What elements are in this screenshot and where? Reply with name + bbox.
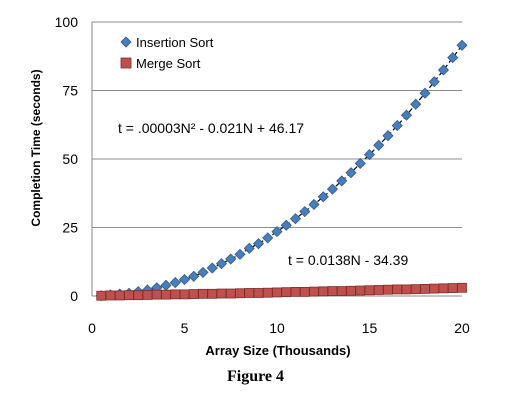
merge-sort-point bbox=[235, 288, 245, 299]
merge-sort-point bbox=[299, 286, 310, 297]
y-tick-label: 100 bbox=[55, 14, 79, 30]
merge-sort-point bbox=[124, 290, 134, 301]
insertion-sort-point bbox=[206, 262, 218, 274]
insertion-sort-point bbox=[428, 76, 440, 88]
merge-sort-point bbox=[262, 287, 273, 298]
merge-sort-point bbox=[151, 289, 162, 300]
insertion-sort-point bbox=[262, 232, 274, 244]
insertion-sort-point bbox=[308, 198, 320, 211]
merge-sort-point bbox=[96, 290, 107, 301]
merge-sort-point bbox=[114, 290, 125, 301]
x-tick-label: 0 bbox=[88, 320, 96, 336]
insertion-sort-point bbox=[336, 175, 348, 187]
insertion-sort-point bbox=[243, 242, 255, 254]
y-tick-labels: 0 25 50 75 100 bbox=[55, 14, 79, 304]
merge-sort-point bbox=[364, 285, 375, 296]
merge-sort-point bbox=[327, 286, 338, 296]
y-tick-label: 50 bbox=[62, 151, 78, 167]
insertion-sort-point bbox=[280, 219, 292, 231]
merge-sort-point bbox=[429, 283, 440, 294]
insertion-sort-point bbox=[400, 109, 413, 121]
legend-label-merge: Merge Sort bbox=[136, 56, 201, 71]
merge-sort-point bbox=[447, 283, 458, 293]
insertion-sort-point bbox=[299, 206, 311, 218]
insertion-sort-point bbox=[271, 226, 283, 238]
insertion-sort-point bbox=[197, 266, 209, 279]
legend-marker-insertion bbox=[120, 36, 132, 48]
merge-sort-point bbox=[457, 282, 467, 293]
trendline-insertion bbox=[101, 44, 463, 297]
merge-sort-point bbox=[207, 288, 218, 299]
merge-sort-point bbox=[290, 286, 301, 297]
insertion-sort-point bbox=[373, 139, 385, 151]
merge-sort-point bbox=[170, 289, 181, 300]
insertion-sort-point bbox=[326, 183, 339, 195]
insertion-sort-point bbox=[419, 87, 431, 99]
merge-sort-point bbox=[253, 288, 264, 298]
merge-sort-point bbox=[438, 283, 449, 294]
insertion-sort-point bbox=[225, 253, 237, 265]
insertion-sort-point bbox=[289, 213, 302, 225]
x-axis-label: Array Size (Thousands) bbox=[205, 343, 350, 358]
insertion-sort-point bbox=[345, 167, 357, 179]
x-tick-label: 5 bbox=[181, 320, 189, 336]
legend: Insertion Sort Merge Sort bbox=[120, 35, 214, 71]
merge-sort-point bbox=[336, 286, 347, 296]
merge-sort-point bbox=[383, 284, 393, 295]
merge-sort-point bbox=[188, 289, 199, 299]
legend-marker-merge bbox=[120, 57, 132, 69]
insertion-sort-point bbox=[317, 191, 329, 203]
merge-sort-point bbox=[309, 286, 319, 297]
insertion-sort-point bbox=[382, 130, 394, 142]
y-tick-label: 75 bbox=[62, 83, 78, 99]
insertion-sort-point bbox=[234, 248, 246, 260]
y-tick-label: 25 bbox=[62, 220, 78, 236]
chart-background bbox=[0, 0, 511, 365]
x-tick-label: 15 bbox=[362, 320, 378, 336]
merge-sort-point bbox=[392, 284, 403, 295]
insertion-sort-point bbox=[178, 273, 191, 286]
x-tick-labels: 0 5 10 15 20 bbox=[88, 320, 470, 336]
insertion-sort-point bbox=[215, 258, 228, 270]
merge-sort-point bbox=[410, 284, 421, 295]
merge-sort-point bbox=[142, 290, 153, 300]
insertion-sort-point bbox=[363, 149, 376, 161]
merge-sort-point bbox=[355, 285, 366, 296]
x-tick-label: 10 bbox=[269, 320, 285, 336]
insertion-sort-point bbox=[252, 238, 265, 250]
trendline-label-insertion: t = .00003N² - 0.021N + 46.17 bbox=[118, 120, 304, 136]
merge-sort-point bbox=[161, 289, 171, 300]
merge-sort-point bbox=[281, 287, 292, 298]
insertion-sort-point bbox=[437, 64, 450, 76]
merge-sort-point bbox=[198, 288, 208, 299]
merge-sort-point bbox=[133, 290, 144, 301]
merge-sort-point bbox=[105, 290, 116, 301]
merge-sort-point bbox=[401, 284, 412, 295]
insertion-sort-point bbox=[188, 270, 200, 282]
merge-sort-point bbox=[225, 288, 236, 299]
insertion-sort-point bbox=[391, 120, 403, 132]
merge-sort-point bbox=[179, 289, 190, 300]
insertion-sort-point bbox=[456, 39, 468, 51]
legend-label-insertion: Insertion Sort bbox=[136, 35, 214, 50]
insertion-sort-point bbox=[169, 277, 181, 289]
merge-sort-point bbox=[346, 285, 356, 296]
x-tick-label: 20 bbox=[454, 320, 470, 336]
data-points bbox=[95, 39, 468, 302]
y-tick-label: 0 bbox=[70, 288, 78, 304]
merge-sort-point bbox=[272, 287, 282, 298]
merge-sort-point bbox=[373, 285, 384, 295]
merge-sort-point bbox=[318, 286, 329, 297]
figure-caption: Figure 4 bbox=[226, 368, 285, 385]
merge-sort-point bbox=[420, 283, 430, 294]
insertion-sort-point bbox=[447, 52, 459, 64]
trendline-label-merge: t = 0.0138N - 34.39 bbox=[288, 252, 408, 268]
merge-sort-point bbox=[244, 288, 255, 298]
merge-sort-point bbox=[216, 288, 227, 299]
insertion-sort-point bbox=[354, 157, 366, 169]
completion-time-chart: 0 25 50 75 100 0 5 10 15 20 Completion Time (sec… bbox=[0, 0, 511, 365]
insertion-sort-point bbox=[410, 98, 422, 110]
y-axis-label: Completion Time (seconds) bbox=[29, 69, 43, 226]
